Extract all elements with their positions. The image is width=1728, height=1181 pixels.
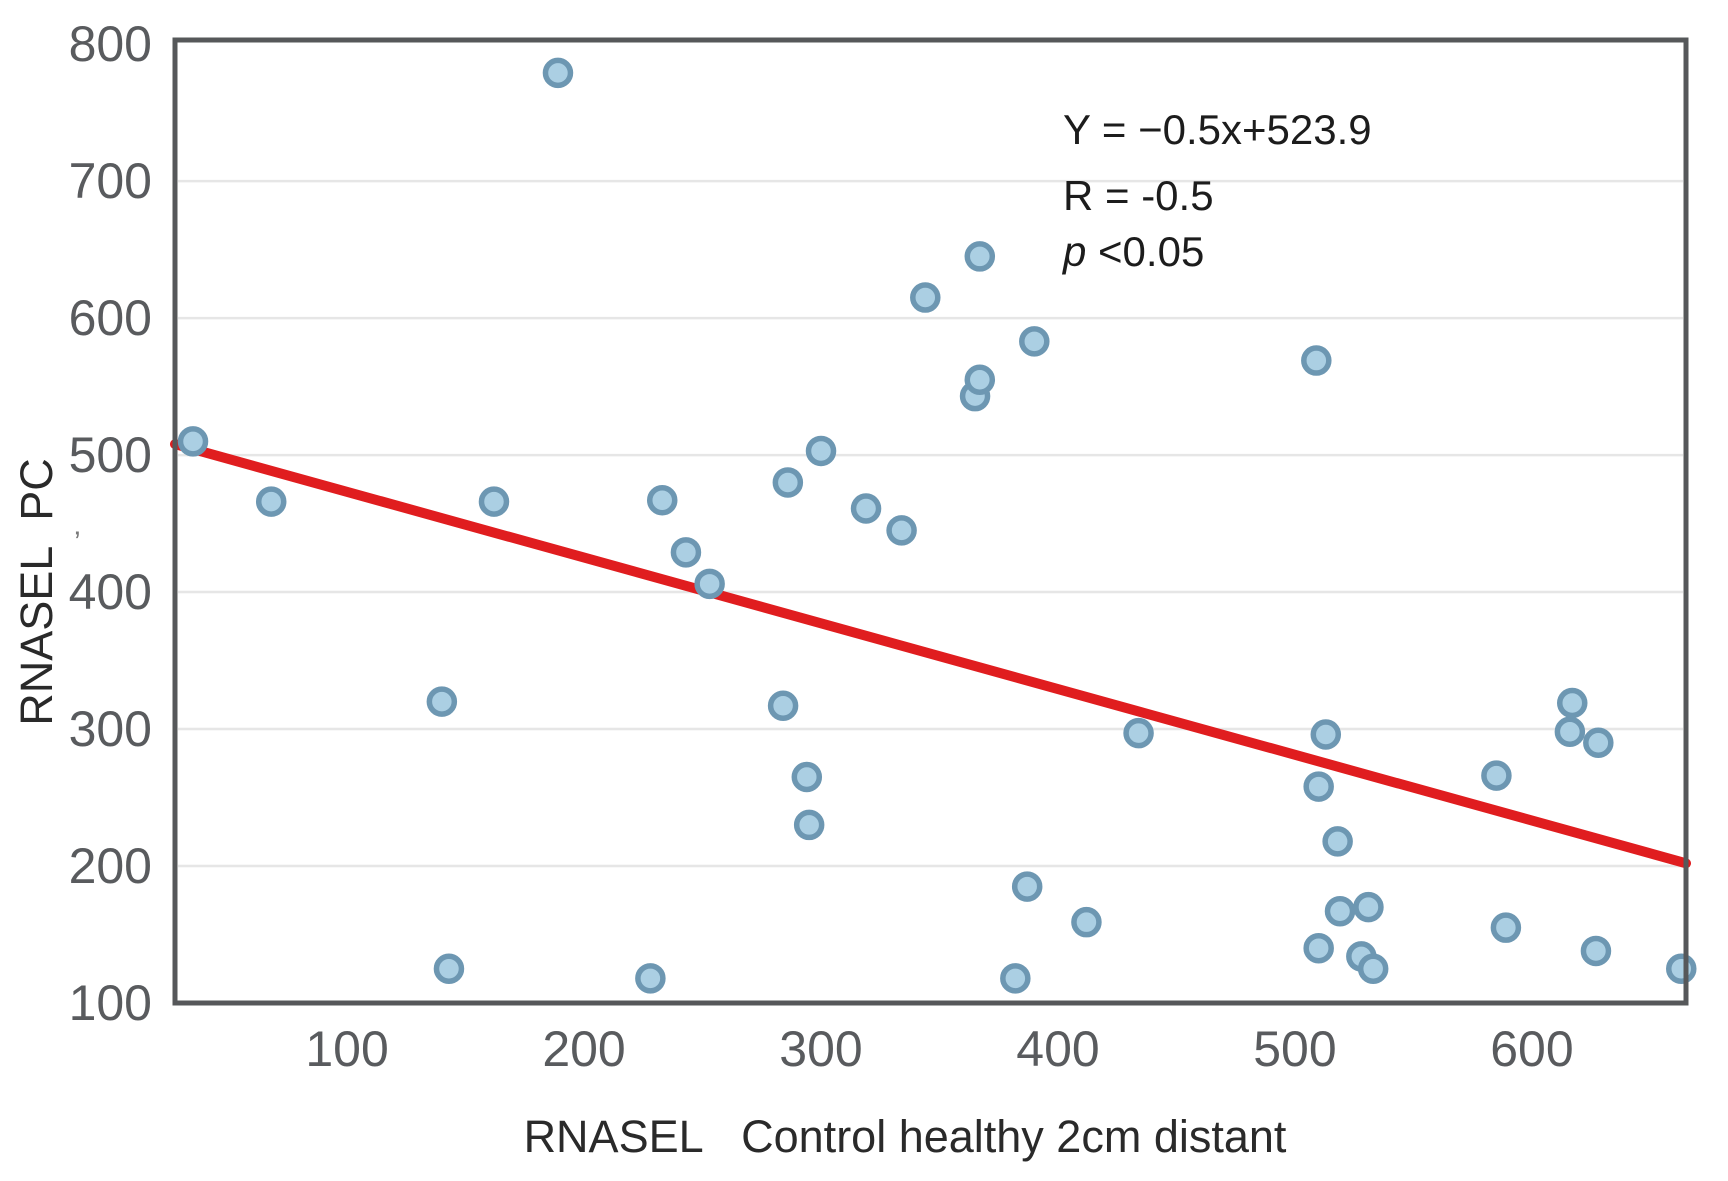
data-point — [964, 364, 996, 395]
data-point — [1301, 345, 1332, 376]
p-value-label: p <0.05 — [1061, 228, 1204, 275]
data-point — [635, 963, 666, 994]
data-point — [964, 241, 996, 272]
y-axis-ticks: 100 200 300 400 500 600 700 800 — [69, 16, 152, 1031]
data-point — [1490, 912, 1522, 943]
x-tick-label: 200 — [542, 1021, 625, 1077]
data-point — [1071, 906, 1102, 938]
data-point — [1554, 716, 1586, 748]
data-point — [886, 515, 917, 546]
data-point — [1303, 771, 1334, 802]
data-point — [1000, 963, 1031, 994]
y-tick-label: 300 — [69, 701, 152, 757]
data-point — [1666, 953, 1697, 985]
x-tick-label: 400 — [1016, 1021, 1099, 1077]
y-tick-label: 600 — [69, 290, 152, 346]
x-axis-title: RNASEL Control healthy 2cm distant — [524, 1111, 1287, 1162]
data-point — [255, 486, 287, 517]
data-point — [850, 493, 882, 524]
y-axis-title: RNASEL PC — [11, 458, 62, 726]
data-point — [1481, 760, 1512, 791]
y-tick-label: 700 — [69, 153, 152, 209]
data-point — [1310, 719, 1342, 750]
x-axis-ticks: 100 200 300 400 500 600 — [305, 1021, 1573, 1077]
data-point — [1353, 891, 1384, 923]
data-point — [694, 568, 725, 600]
data-point — [1357, 953, 1389, 985]
data-point — [805, 435, 837, 467]
data-point — [1123, 717, 1154, 749]
data-point — [1583, 727, 1614, 758]
x-tick-label: 100 — [305, 1021, 388, 1077]
annotation-block: Y = −0.5x+523.9 R = -0.5 p <0.05 — [1061, 106, 1372, 275]
data-point — [433, 953, 465, 985]
x-tick-label: 300 — [779, 1021, 862, 1077]
data-point — [772, 467, 804, 498]
data-point — [478, 486, 510, 517]
data-point — [542, 57, 574, 89]
data-point — [793, 809, 825, 841]
data-point — [767, 690, 799, 721]
data-point — [177, 426, 209, 457]
y-tick-label: 500 — [69, 427, 152, 483]
equation-label: Y = −0.5x+523.9 — [1063, 106, 1372, 153]
data-point — [670, 537, 702, 568]
data-point — [1019, 326, 1050, 357]
data-point — [791, 761, 823, 793]
x-tick-label: 600 — [1490, 1021, 1573, 1077]
data-point — [1322, 826, 1353, 857]
data-point — [426, 686, 458, 717]
x-tick-label: 500 — [1253, 1021, 1336, 1077]
data-point — [1303, 932, 1334, 964]
data-point — [1556, 687, 1588, 719]
data-point — [1324, 895, 1356, 927]
data-point — [1011, 871, 1043, 902]
data-point — [910, 282, 941, 313]
y-tick-label: 200 — [69, 838, 152, 894]
data-points — [177, 57, 1697, 994]
gridlines — [178, 179, 1683, 868]
stray-mark: ’ — [74, 526, 81, 559]
y-tick-label: 800 — [69, 16, 152, 72]
plot-area — [172, 37, 1689, 1006]
regression-line — [170, 439, 1691, 869]
data-point — [1580, 935, 1612, 967]
y-tick-label: 100 — [69, 975, 152, 1031]
y-tick-label: 400 — [69, 564, 152, 620]
r-value-label: R = -0.5 — [1063, 172, 1214, 219]
data-point — [646, 485, 678, 516]
